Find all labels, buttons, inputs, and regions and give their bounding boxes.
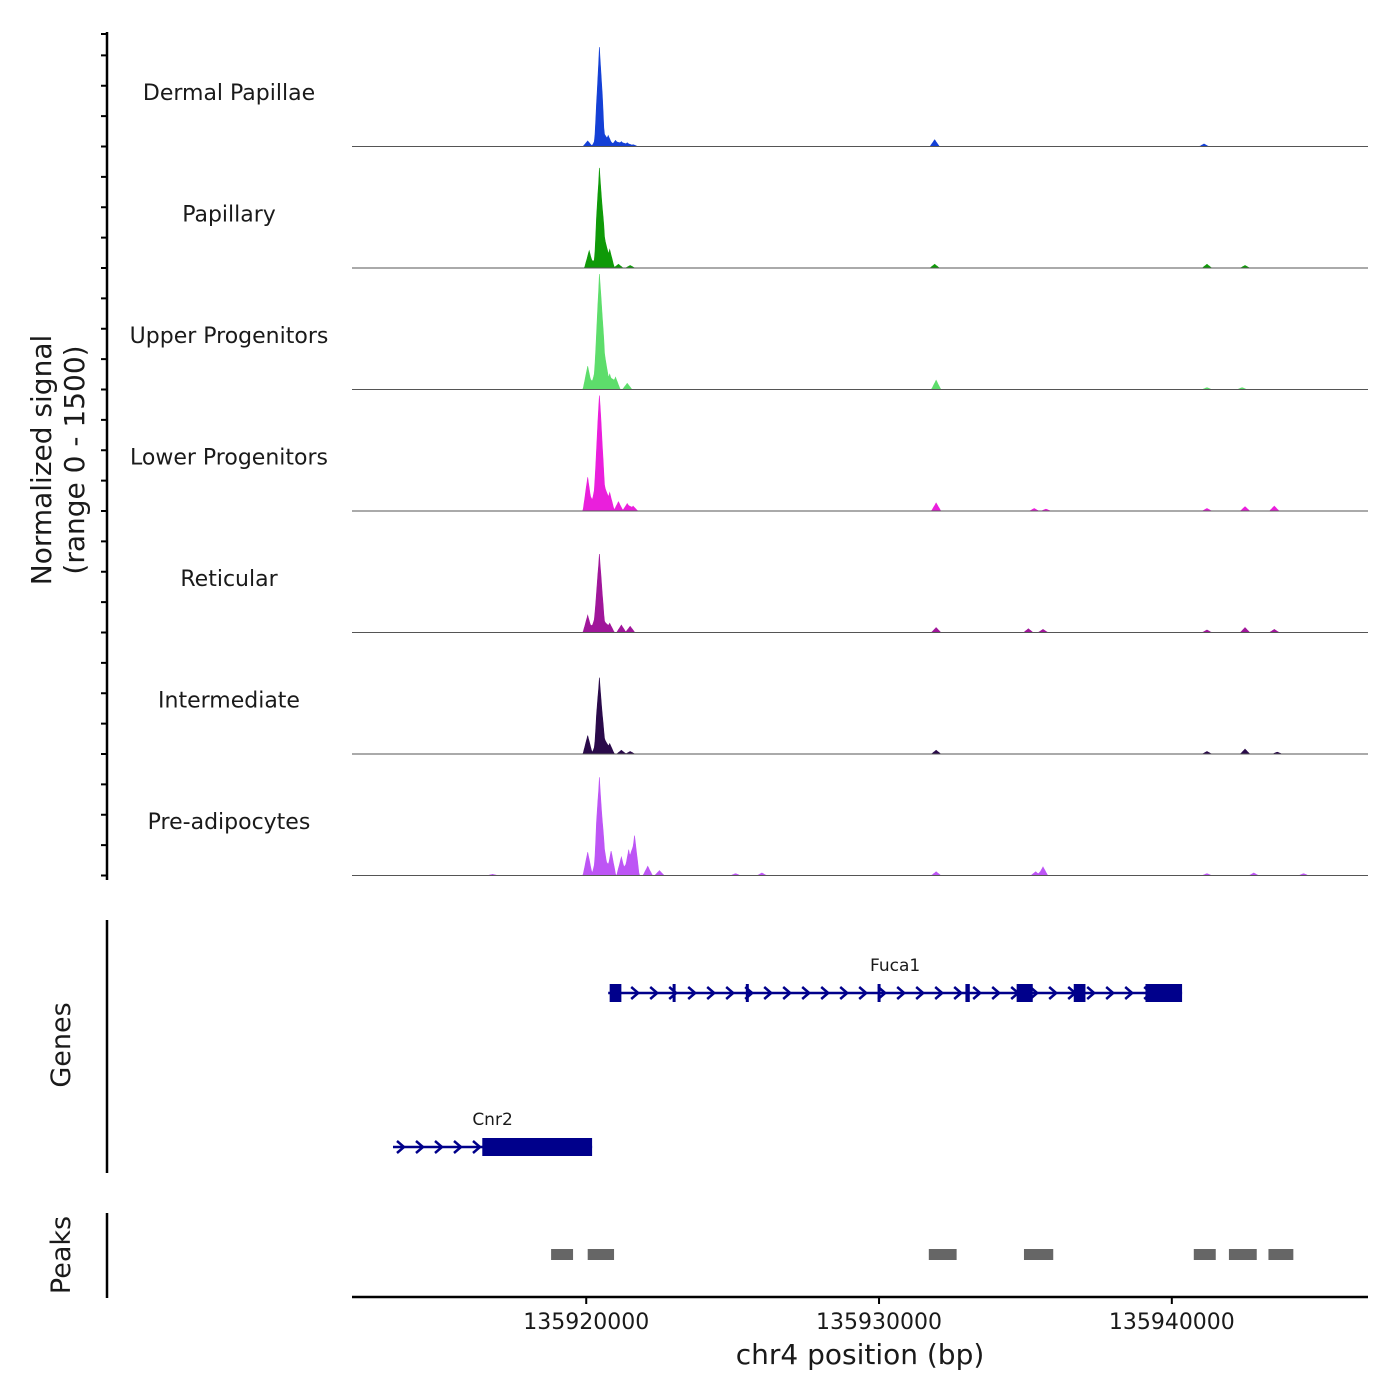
peak-region <box>1023 1249 1054 1260</box>
strand-arrow <box>668 986 679 1000</box>
strand-arrow <box>782 986 793 1000</box>
peak-region <box>1228 1249 1257 1260</box>
strand-arrow <box>725 986 736 1000</box>
coverage-ylabel-line2: (range 0 - 1500) <box>58 345 91 574</box>
strand-arrow <box>687 986 698 1000</box>
gene-cnr2: Cnr2 <box>392 1110 593 1156</box>
strand-arrow <box>706 986 717 1000</box>
coverage-y-ticks <box>101 33 107 877</box>
coverage-area <box>352 553 1368 633</box>
strand-arrow <box>839 986 850 1000</box>
gene-fuca1: Fuca1 <box>608 956 1183 1002</box>
coverage-track-label: Papillary <box>182 203 276 228</box>
gene-exon <box>965 984 970 1002</box>
strand-arrow <box>1105 986 1116 1000</box>
strand-arrow <box>630 986 641 1000</box>
x-tick-label: 135920000 <box>523 1310 649 1335</box>
gene-exon <box>1145 984 1183 1002</box>
strand-arrow <box>472 1140 482 1154</box>
coverage-area <box>352 395 1368 512</box>
coverage-area <box>352 47 1368 147</box>
coverage-track-4: Reticular <box>180 553 1368 633</box>
gene-exon <box>1016 984 1033 1002</box>
strand-arrow <box>896 986 907 1000</box>
strand-arrow <box>396 1140 406 1154</box>
coverage-track-0: Dermal Papillae <box>143 47 1368 147</box>
peaks-ylabel: Peaks <box>46 1216 77 1294</box>
strand-arrow <box>434 1140 444 1154</box>
strand-arrow <box>1048 986 1059 1000</box>
x-axis-title: chr4 position (bp) <box>736 1338 985 1371</box>
strand-arrow <box>934 986 945 1000</box>
coverage-track-1: Papillary <box>182 167 1368 269</box>
gene-label: Cnr2 <box>472 1110 512 1130</box>
coverage-track-label: Dermal Papillae <box>143 81 315 106</box>
x-axis-ticks: 135920000 135930000 135940000 <box>523 1297 1235 1335</box>
coverage-track-label: Reticular <box>180 567 278 592</box>
gene-exon <box>609 984 622 1002</box>
gene-label: Fuca1 <box>870 956 920 976</box>
strand-arrow <box>858 986 869 1000</box>
strand-arrow <box>972 986 983 1000</box>
coverage-track-label: Intermediate <box>158 689 300 714</box>
gene-exon <box>1073 984 1086 1002</box>
peak-track <box>551 1249 1294 1260</box>
coverage-area <box>352 167 1368 269</box>
strand-arrow <box>763 986 774 1000</box>
coverage-area <box>352 273 1368 390</box>
coverage-track-5: Intermediate <box>158 677 1368 755</box>
strand-arrow <box>953 986 964 1000</box>
x-tick-label: 135940000 <box>1109 1310 1235 1335</box>
peak-region <box>551 1249 574 1260</box>
peak-region <box>1268 1249 1294 1260</box>
gene-exon <box>672 984 676 1002</box>
strand-arrow <box>820 986 831 1000</box>
peak-region <box>1193 1249 1216 1260</box>
strand-arrow <box>1124 986 1135 1000</box>
coverage-track-2: Upper Progenitors <box>130 273 1368 390</box>
strand-arrow <box>453 1140 463 1154</box>
gene-exon <box>877 984 881 1002</box>
gene-track: Cnr2 Fuca1 <box>392 956 1183 1156</box>
strand-arrow <box>991 986 1002 1000</box>
coverage-tracks: Dermal Papillae Papillary Upper Progenitor… <box>130 47 1368 877</box>
coverage-area <box>352 777 1368 877</box>
peak-region <box>587 1249 615 1260</box>
strand-arrow <box>649 986 660 1000</box>
strand-arrow <box>915 986 926 1000</box>
coverage-track-label: Pre-adipocytes <box>148 810 311 835</box>
coverage-area <box>352 677 1368 755</box>
strand-arrow <box>801 986 812 1000</box>
genes-ylabel: Genes <box>46 1002 77 1087</box>
coverage-track-3: Lower Progenitors <box>130 395 1368 512</box>
coverage-track-6: Pre-adipocytes <box>148 777 1368 877</box>
gene-exon <box>745 984 749 1002</box>
coverage-track-label: Lower Progenitors <box>130 446 328 471</box>
gene-exon <box>482 1138 593 1156</box>
coverage-track-label: Upper Progenitors <box>130 324 329 349</box>
strand-arrow <box>415 1140 425 1154</box>
peak-region <box>928 1249 957 1260</box>
x-tick-label: 135930000 <box>816 1310 942 1335</box>
coverage-ylabel-line1: Normalized signal <box>25 335 58 586</box>
strand-arrow <box>1086 986 1097 1000</box>
